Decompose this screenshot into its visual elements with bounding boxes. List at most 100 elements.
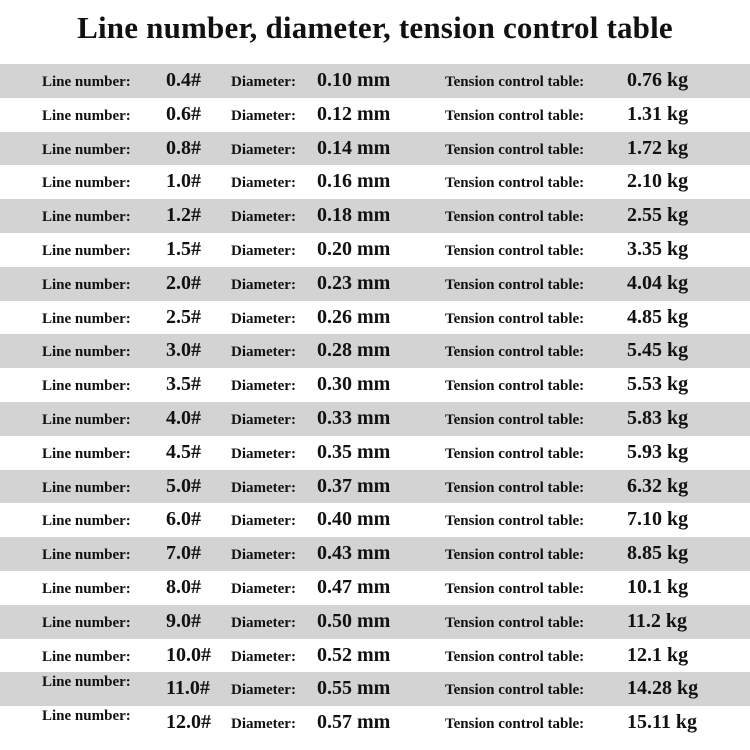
tension-value: 7.10 kg xyxy=(627,508,689,531)
diameter-value: 0.20 mm xyxy=(317,237,391,260)
table-row: Line number: 2.0# Diameter: 0.23 mm Tension … xyxy=(0,266,750,301)
tension-label: Tension control table: xyxy=(445,479,585,496)
tension-value: 4.85 kg xyxy=(627,305,689,328)
tension-value: 8.85 kg xyxy=(627,542,689,565)
diameter-value: 0.52 mm xyxy=(317,643,391,666)
line-number-value: 0.8# xyxy=(166,136,201,159)
table-row: Line number: 9.0# Diameter: 0.50 mm Tension … xyxy=(0,604,750,639)
diameter-label: Diameter: xyxy=(231,445,296,462)
diameter-label: Diameter: xyxy=(231,107,296,124)
diameter-label: Diameter: xyxy=(231,378,296,395)
table-row: Line number: 4.5# Diameter: 0.35 mm Tension … xyxy=(0,436,750,470)
table-row: Line number: 3.5# Diameter: 0.30 mm Tension … xyxy=(0,368,750,402)
diameter-label: Diameter: xyxy=(231,276,296,293)
line-number-value: 1.0# xyxy=(166,170,201,193)
tension-value: 5.83 kg xyxy=(627,406,689,429)
line-number-value: 2.5# xyxy=(166,305,201,328)
tension-value: 14.28 kg xyxy=(627,677,699,700)
tension-label: Tension control table: xyxy=(445,378,585,395)
diameter-label: Diameter: xyxy=(231,716,296,733)
diameter-label: Diameter: xyxy=(231,682,296,699)
table-row: Line number: 0.4# Diameter: 0.10 mm Tension … xyxy=(0,64,750,98)
diameter-label: Diameter: xyxy=(231,209,296,226)
line-number-label: Line number: xyxy=(42,411,131,428)
tension-value: 2.10 kg xyxy=(627,170,689,193)
line-number-label: Line number: xyxy=(42,141,131,158)
diameter-value: 0.23 mm xyxy=(317,271,391,294)
line-number-label: Line number: xyxy=(42,674,131,691)
line-number-value: 0.4# xyxy=(166,69,201,91)
table-row: Line number: 10.0# Diameter: 0.52 mm Tension… xyxy=(0,639,750,673)
diameter-value: 0.28 mm xyxy=(317,339,391,362)
tension-label: Tension control table: xyxy=(445,242,585,259)
line-number-label: Line number: xyxy=(42,107,131,124)
line-number-label: Line number: xyxy=(42,547,131,564)
table-row: Line number: 4.0# Diameter: 0.33 mm Tension … xyxy=(0,401,750,436)
diameter-value: 0.26 mm xyxy=(317,305,391,328)
diameter-value: 0.37 mm xyxy=(317,474,391,497)
line-number-value: 0.6# xyxy=(166,102,201,125)
line-number-label: Line number: xyxy=(42,479,131,496)
tension-label: Tension control table: xyxy=(445,411,585,428)
diameter-value: 0.16 mm xyxy=(317,170,391,193)
table-row: Line number: 8.0# Diameter: 0.47 mm Tension … xyxy=(0,571,750,605)
table-row: Line number: 0.6# Diameter: 0.12 mm Tension … xyxy=(0,98,750,132)
table-row: Line number: 5.0# Diameter: 0.37 mm Tension … xyxy=(0,469,750,504)
diameter-value: 0.33 mm xyxy=(317,406,391,429)
line-number-value: 3.5# xyxy=(166,373,201,396)
tension-value: 12.1 kg xyxy=(627,643,689,666)
tension-label: Tension control table: xyxy=(445,580,585,597)
tension-label: Tension control table: xyxy=(445,614,585,631)
tension-value: 15.11 kg xyxy=(627,711,698,734)
table-row: Line number: 0.8# Diameter: 0.14 mm Tension … xyxy=(0,131,750,166)
table-row: Line number: 3.0# Diameter: 0.28 mm Tension … xyxy=(0,334,750,369)
table-row: Line number: 7.0# Diameter: 0.43 mm Tension … xyxy=(0,537,750,571)
line-number-label: Line number: xyxy=(42,445,131,462)
diameter-label: Diameter: xyxy=(231,648,296,665)
line-number-label: Line number: xyxy=(42,580,131,597)
tension-value: 11.2 kg xyxy=(627,609,688,632)
tension-value: 1.31 kg xyxy=(627,102,689,125)
diameter-value: 0.55 mm xyxy=(317,677,391,700)
diameter-label: Diameter: xyxy=(231,344,296,361)
diameter-label: Diameter: xyxy=(231,141,296,158)
table-row: Line number: 2.5# Diameter: 0.26 mm Tension … xyxy=(0,301,750,335)
tension-label: Tension control table: xyxy=(445,445,585,462)
tension-label: Tension control table: xyxy=(445,310,585,327)
diameter-value: 0.43 mm xyxy=(317,542,391,565)
tension-label: Tension control table: xyxy=(445,141,585,158)
line-number-value: 6.0# xyxy=(166,508,201,531)
tension-label: Tension control table: xyxy=(445,513,585,530)
line-number-value: 1.5# xyxy=(166,237,201,260)
diameter-label: Diameter: xyxy=(231,513,296,530)
line-number-label: Line number: xyxy=(42,74,131,90)
tension-label: Tension control table: xyxy=(445,74,585,90)
diameter-label: Diameter: xyxy=(231,74,296,90)
page-title: Line number, diameter, tension control t… xyxy=(77,10,673,45)
diameter-value: 0.12 mm xyxy=(317,102,391,125)
diameter-label: Diameter: xyxy=(231,479,296,496)
table-row: Line number: 1.2# Diameter: 0.18 mm Tension … xyxy=(0,199,750,233)
tension-value: 3.35 kg xyxy=(627,237,689,260)
tension-value: 1.72 kg xyxy=(627,136,689,159)
line-number-value: 11.0# xyxy=(166,677,210,700)
tension-label: Tension control table: xyxy=(445,648,585,665)
spec-table: Line number: 0.4# Diameter: 0.10 mm Tension … xyxy=(0,64,750,740)
tension-label: Tension control table: xyxy=(445,547,585,564)
diameter-label: Diameter: xyxy=(231,580,296,597)
line-number-label: Line number: xyxy=(42,276,131,293)
line-number-value: 10.0# xyxy=(166,643,211,666)
diameter-value: 0.18 mm xyxy=(317,204,391,227)
tension-label: Tension control table: xyxy=(445,276,585,293)
diameter-value: 0.10 mm xyxy=(317,69,391,91)
diameter-label: Diameter: xyxy=(231,614,296,631)
tension-value: 5.93 kg xyxy=(627,440,689,463)
table-row: Line number: 6.0# Diameter: 0.40 mm Tension … xyxy=(0,503,750,537)
line-number-value: 4.0# xyxy=(166,406,201,429)
line-number-value: 2.0# xyxy=(166,271,201,294)
line-number-value: 1.2# xyxy=(166,204,201,227)
line-number-label: Line number: xyxy=(42,175,131,192)
tension-label: Tension control table: xyxy=(445,716,585,733)
table-row: Line number: 11.0# Diameter: 0.55 mm Tension… xyxy=(0,672,750,707)
table-row: Line number: 1.0# Diameter: 0.16 mm Tension … xyxy=(0,165,750,199)
